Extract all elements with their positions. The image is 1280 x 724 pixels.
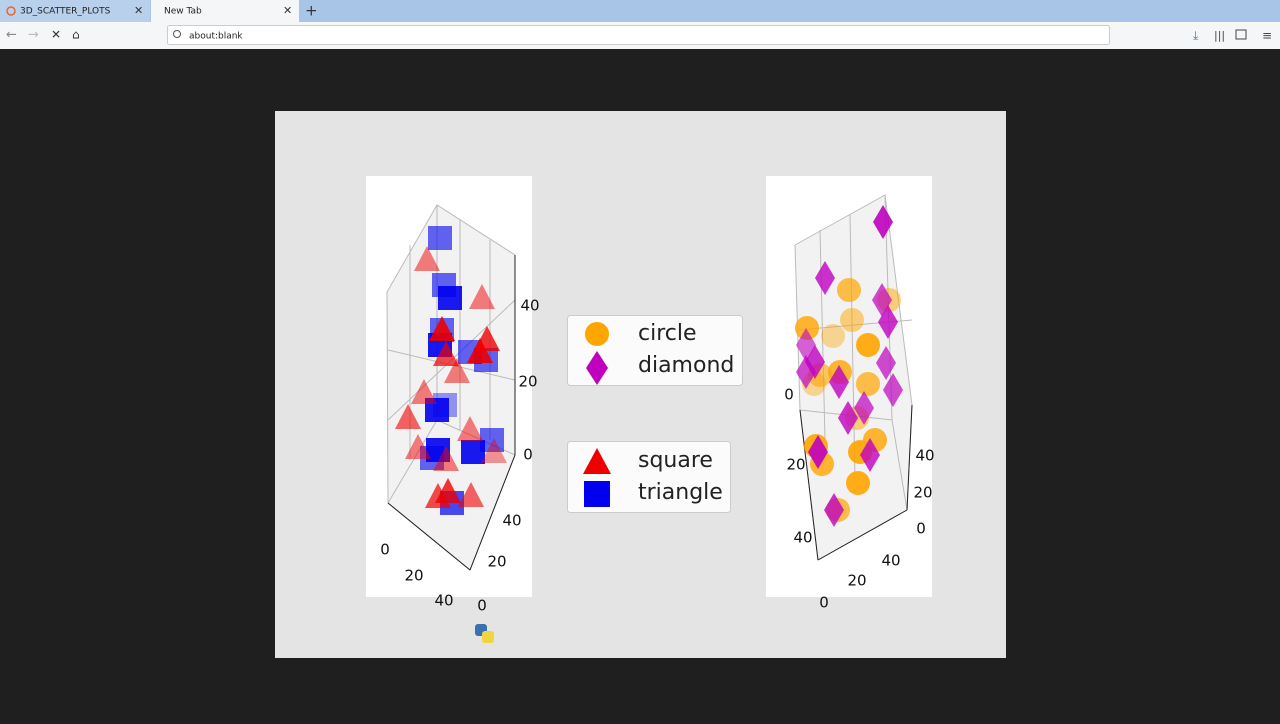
- circle-marker: [795, 316, 819, 340]
- new-tab[interactable]: +: [305, 2, 318, 20]
- sidebar-button[interactable]: [1235, 29, 1247, 40]
- legend-marker: [586, 351, 608, 385]
- python-icon: [475, 624, 494, 643]
- left-markers: [395, 226, 507, 515]
- triangle-marker: [414, 246, 440, 271]
- back-button[interactable]: ←: [6, 28, 17, 43]
- legend-marker: [584, 481, 610, 507]
- tick-label: 20: [913, 484, 932, 502]
- legend-label: circle: [638, 321, 697, 346]
- legend-label: diamond: [638, 353, 734, 378]
- tab[interactable]: [0, 0, 150, 22]
- downloads-button[interactable]: ⤓: [1193, 29, 1199, 43]
- diamond-marker: [815, 261, 835, 295]
- diamond-marker: [838, 401, 858, 435]
- tick-label: 40: [881, 552, 900, 570]
- diamond-marker: [854, 391, 874, 425]
- circle-marker: [821, 324, 845, 348]
- diamond-marker: [796, 355, 816, 389]
- square-marker: [480, 428, 504, 452]
- diamond-marker: [829, 365, 849, 399]
- circle-marker: [837, 278, 861, 302]
- forward-button[interactable]: →: [28, 28, 39, 43]
- legend-marker: [583, 448, 611, 474]
- tick-label: 20: [404, 567, 423, 585]
- tab-close[interactable]: ✕: [283, 4, 292, 17]
- tab-close[interactable]: ✕: [134, 4, 143, 17]
- square-marker: [438, 286, 462, 310]
- tick-label: 0: [819, 594, 829, 612]
- tick-label: 0: [477, 597, 487, 615]
- tick-label: 20: [847, 572, 866, 590]
- triangle-marker: [411, 379, 437, 404]
- square-marker: [433, 393, 457, 417]
- tab-title: New Tab: [164, 7, 202, 17]
- diamond-marker: [824, 493, 844, 527]
- diamond-marker: [878, 305, 898, 339]
- legend-marker: [585, 322, 609, 346]
- square-marker: [428, 226, 452, 250]
- tick-label: 0: [916, 520, 926, 538]
- tab-icon: [6, 6, 16, 16]
- triangle-marker: [405, 434, 431, 459]
- diamond-marker: [860, 438, 880, 472]
- tick-label: 40: [915, 447, 934, 465]
- triangle-marker: [433, 446, 459, 471]
- tab-active[interactable]: [151, 0, 299, 22]
- tick-label: 0: [523, 446, 533, 464]
- url-text: about:blank: [189, 32, 243, 42]
- tick-label: 40: [520, 297, 539, 315]
- search-icon: [173, 30, 181, 38]
- stop-button[interactable]: ✕: [51, 28, 61, 42]
- circle-marker: [840, 308, 864, 332]
- triangle-marker: [469, 284, 495, 309]
- circle-marker: [856, 333, 880, 357]
- triangle-marker: [458, 482, 484, 507]
- legend-label: square: [638, 448, 713, 473]
- tab-title: 3D_SCATTER_PLOTS: [20, 7, 111, 17]
- tick-label: 40: [793, 529, 812, 547]
- right-markers: [795, 205, 903, 527]
- triangle-marker: [395, 404, 421, 429]
- tick-label: 20: [518, 373, 537, 391]
- tick-label: 40: [502, 512, 521, 530]
- tick-label: 40: [434, 592, 453, 610]
- triangle-marker: [429, 316, 455, 341]
- diamond-marker: [873, 205, 893, 239]
- diamond-marker: [876, 346, 896, 380]
- url-bar[interactable]: [167, 25, 1110, 45]
- menu-button[interactable]: ≡: [1262, 29, 1272, 43]
- tick-label: 0: [784, 386, 794, 404]
- triangle-marker: [467, 338, 493, 363]
- tick-label: 20: [487, 553, 506, 571]
- triangle-marker: [433, 341, 459, 366]
- triangle-marker: [457, 416, 483, 441]
- triangle-marker: [425, 483, 451, 508]
- library-button[interactable]: |||: [1214, 29, 1225, 42]
- triangle-marker: [444, 358, 470, 383]
- legend-label: triangle: [638, 480, 723, 505]
- diamond-marker: [883, 373, 903, 407]
- triangle-marker: [481, 438, 507, 463]
- home-button[interactable]: ⌂: [72, 28, 80, 42]
- tick-label: 20: [786, 456, 805, 474]
- diamond-marker: [808, 435, 828, 469]
- legend: [567, 315, 743, 386]
- circle-marker: [856, 372, 880, 396]
- tab-bar: [0, 0, 1280, 22]
- circle-marker: [846, 471, 870, 495]
- tick-label: 0: [380, 541, 390, 559]
